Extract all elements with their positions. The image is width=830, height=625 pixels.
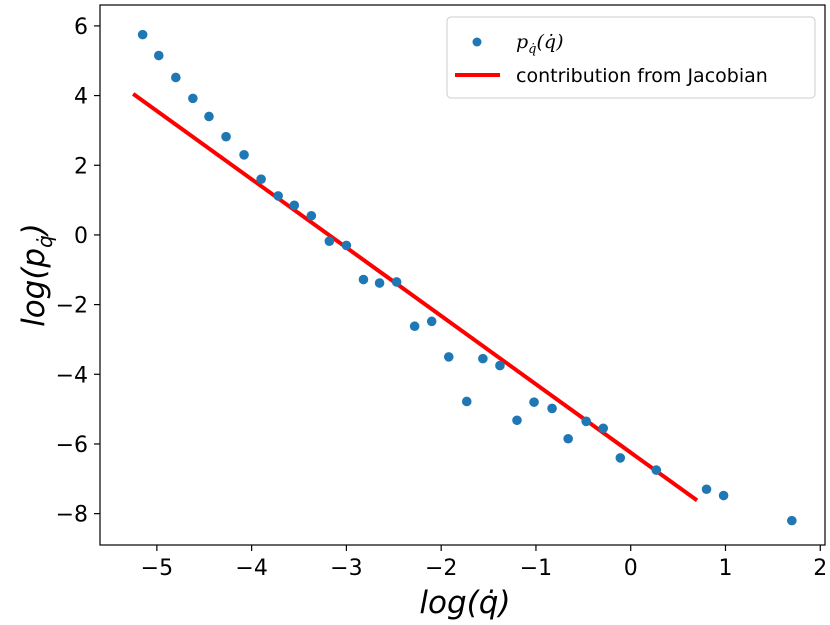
y-axis-label-base: p bbox=[16, 248, 52, 269]
y-tick-label: −8 bbox=[56, 503, 88, 528]
scatter-point bbox=[598, 423, 609, 434]
scatter-point bbox=[461, 396, 472, 407]
legend-label-scatter: pq̇(q̇) bbox=[516, 31, 564, 57]
y-axis-label: log(pq̇) bbox=[16, 223, 57, 327]
y-tick-label: 0 bbox=[74, 224, 88, 249]
x-tick-label: −4 bbox=[235, 556, 267, 581]
legend-scatter-base: p bbox=[516, 31, 528, 53]
scatter-point bbox=[701, 484, 712, 495]
y-axis-ticks: −8 −6 −4 −2 0 2 4 6 bbox=[56, 15, 100, 528]
scatter-point bbox=[239, 150, 249, 160]
x-tick-label: 2 bbox=[813, 556, 827, 581]
y-axis-label-pre: log( bbox=[16, 266, 52, 327]
legend-scatter-rest: (q̇) bbox=[537, 31, 564, 53]
y-tick-label: 6 bbox=[74, 15, 88, 40]
x-tick-label: −5 bbox=[141, 556, 173, 581]
scatter-point bbox=[137, 29, 148, 40]
scatter-point bbox=[324, 236, 335, 247]
x-axis-label-var: q̇ bbox=[479, 585, 499, 621]
scatter-point bbox=[289, 200, 300, 211]
scatter-point bbox=[409, 321, 420, 332]
y-axis-label-sub: q̇ bbox=[33, 235, 57, 248]
legend-scatter-sub: q̇ bbox=[528, 42, 536, 57]
y-tick-label: −2 bbox=[56, 294, 88, 319]
scatter-point bbox=[256, 174, 266, 184]
scatter-point bbox=[563, 433, 573, 444]
scatter-point bbox=[204, 111, 214, 122]
y-tick-label: 4 bbox=[74, 85, 88, 110]
x-tick-label: −1 bbox=[520, 556, 552, 581]
y-axis-label-post: ) bbox=[16, 223, 52, 237]
scatter-point bbox=[341, 240, 352, 251]
x-tick-label: 1 bbox=[718, 556, 732, 581]
legend: pq̇(q̇) contribution from Jacobian bbox=[446, 16, 816, 99]
scatter-point bbox=[581, 416, 591, 427]
scatter-point bbox=[391, 277, 402, 287]
scatter-point bbox=[478, 353, 488, 364]
scatter-point bbox=[426, 316, 437, 327]
y-tick-label: −6 bbox=[56, 433, 88, 458]
x-tick-label: −2 bbox=[425, 556, 457, 581]
scatter-points-series bbox=[137, 29, 797, 526]
legend-marker-dot bbox=[472, 37, 482, 47]
scatter-point bbox=[188, 93, 198, 104]
scatter-point bbox=[718, 490, 729, 501]
x-axis-label-pre: log( bbox=[419, 585, 480, 621]
scatter-point bbox=[221, 131, 231, 142]
legend-label-line: contribution from Jacobian bbox=[516, 65, 768, 87]
scatter-point bbox=[374, 278, 385, 288]
y-tick-label: −4 bbox=[56, 363, 88, 388]
x-tick-label: −3 bbox=[330, 556, 362, 581]
scatter-point bbox=[651, 465, 662, 475]
scatter-point bbox=[171, 72, 181, 83]
scatter-point bbox=[443, 352, 454, 362]
scatter-point bbox=[615, 453, 626, 463]
x-axis-label: log(q̇) bbox=[419, 585, 510, 621]
y-tick-label: 2 bbox=[74, 154, 88, 179]
scatter-point bbox=[547, 403, 557, 414]
scatter-point bbox=[787, 515, 797, 526]
scatter-point bbox=[306, 210, 317, 221]
scatter-point bbox=[495, 360, 505, 371]
scatter-point bbox=[273, 191, 283, 201]
scatter-point bbox=[512, 415, 522, 426]
scatter-point bbox=[529, 397, 539, 407]
x-axis-ticks: −5 −4 −3 −2 −1 0 1 2 bbox=[141, 545, 827, 581]
legend-box bbox=[446, 16, 816, 99]
x-axis-label-post: ) bbox=[496, 585, 510, 621]
scatter-point bbox=[153, 50, 164, 61]
scatter-point bbox=[358, 274, 369, 285]
x-tick-label: 0 bbox=[624, 556, 638, 581]
